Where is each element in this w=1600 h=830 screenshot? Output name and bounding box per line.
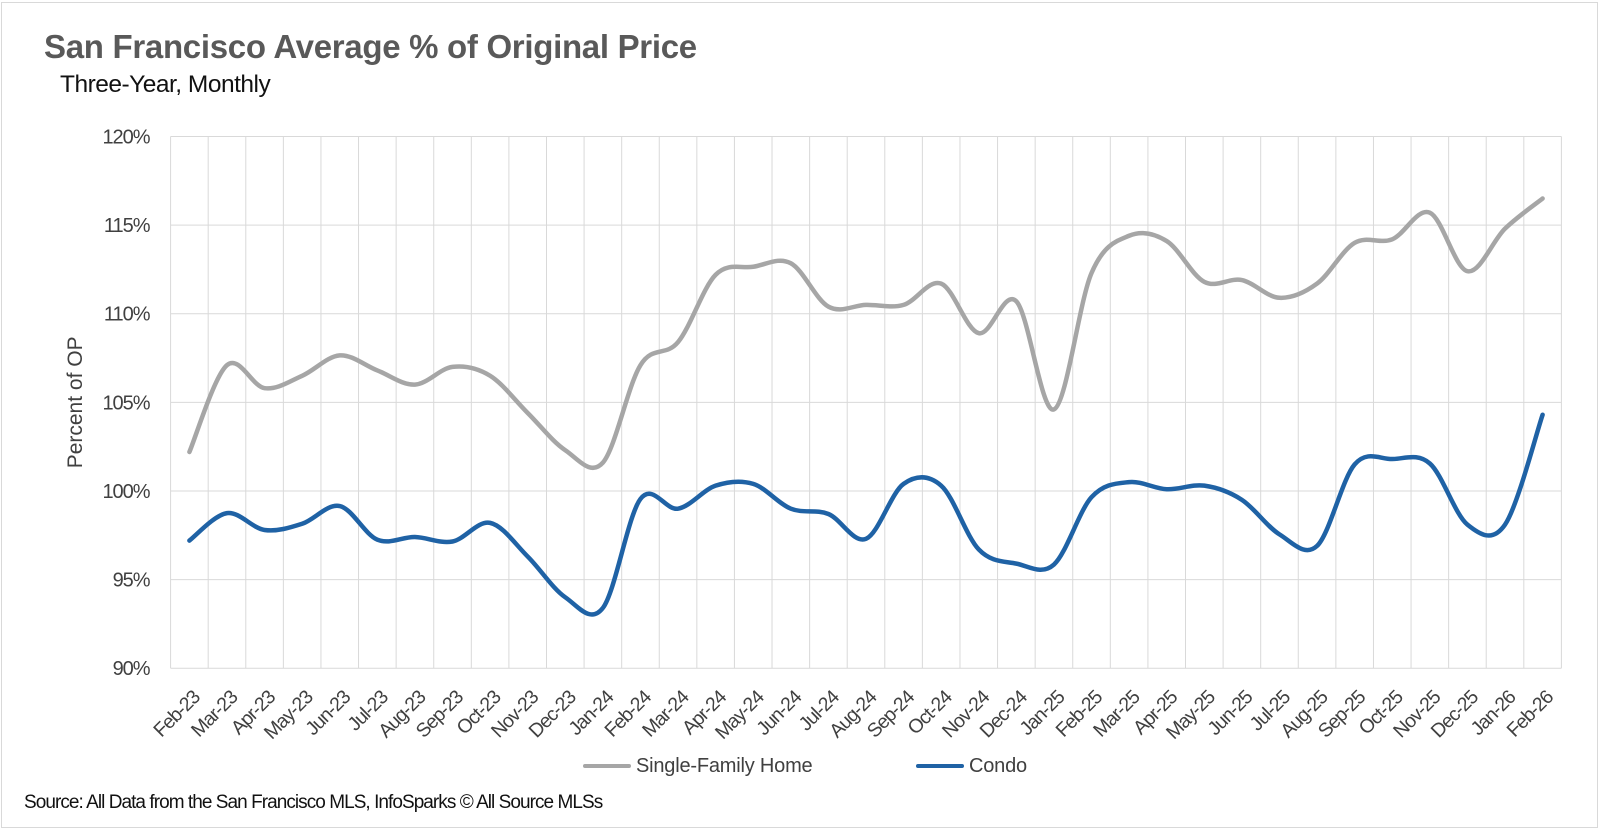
y-tick-label: 95% bbox=[113, 570, 151, 592]
y-tick-label: 100% bbox=[102, 481, 150, 503]
x-tick-label: Jun-25 bbox=[1203, 686, 1257, 740]
source-note: Source: All Data from the San Francisco … bbox=[24, 792, 603, 813]
legend-item-single-family-home: Single-Family Home bbox=[583, 752, 813, 780]
series-line-single-family-home bbox=[187, 196, 1545, 471]
x-tick-label: Jun-24 bbox=[752, 686, 806, 740]
legend-label: Single-Family Home bbox=[636, 754, 813, 777]
series-line-condo bbox=[187, 412, 1545, 617]
legend-item-condo: Condo bbox=[916, 752, 1027, 780]
y-tick-label: 110% bbox=[104, 304, 151, 326]
y-tick-label: 115% bbox=[104, 215, 151, 237]
y-tick-label: 90% bbox=[113, 658, 151, 680]
legend-swatch-icon bbox=[916, 763, 964, 769]
legend-label: Condo bbox=[969, 754, 1027, 777]
chart-subtitle: Three-Year, Monthly bbox=[60, 71, 271, 98]
chart-legend: Single-Family Home Condo bbox=[0, 752, 1600, 782]
legend-swatch-icon bbox=[583, 763, 631, 769]
y-tick-label: 105% bbox=[102, 392, 150, 414]
chart-title: San Francisco Average % of Original Pric… bbox=[44, 28, 697, 65]
y-tick-label: 120% bbox=[102, 127, 150, 149]
y-axis-title: Percent of OP bbox=[64, 336, 87, 468]
